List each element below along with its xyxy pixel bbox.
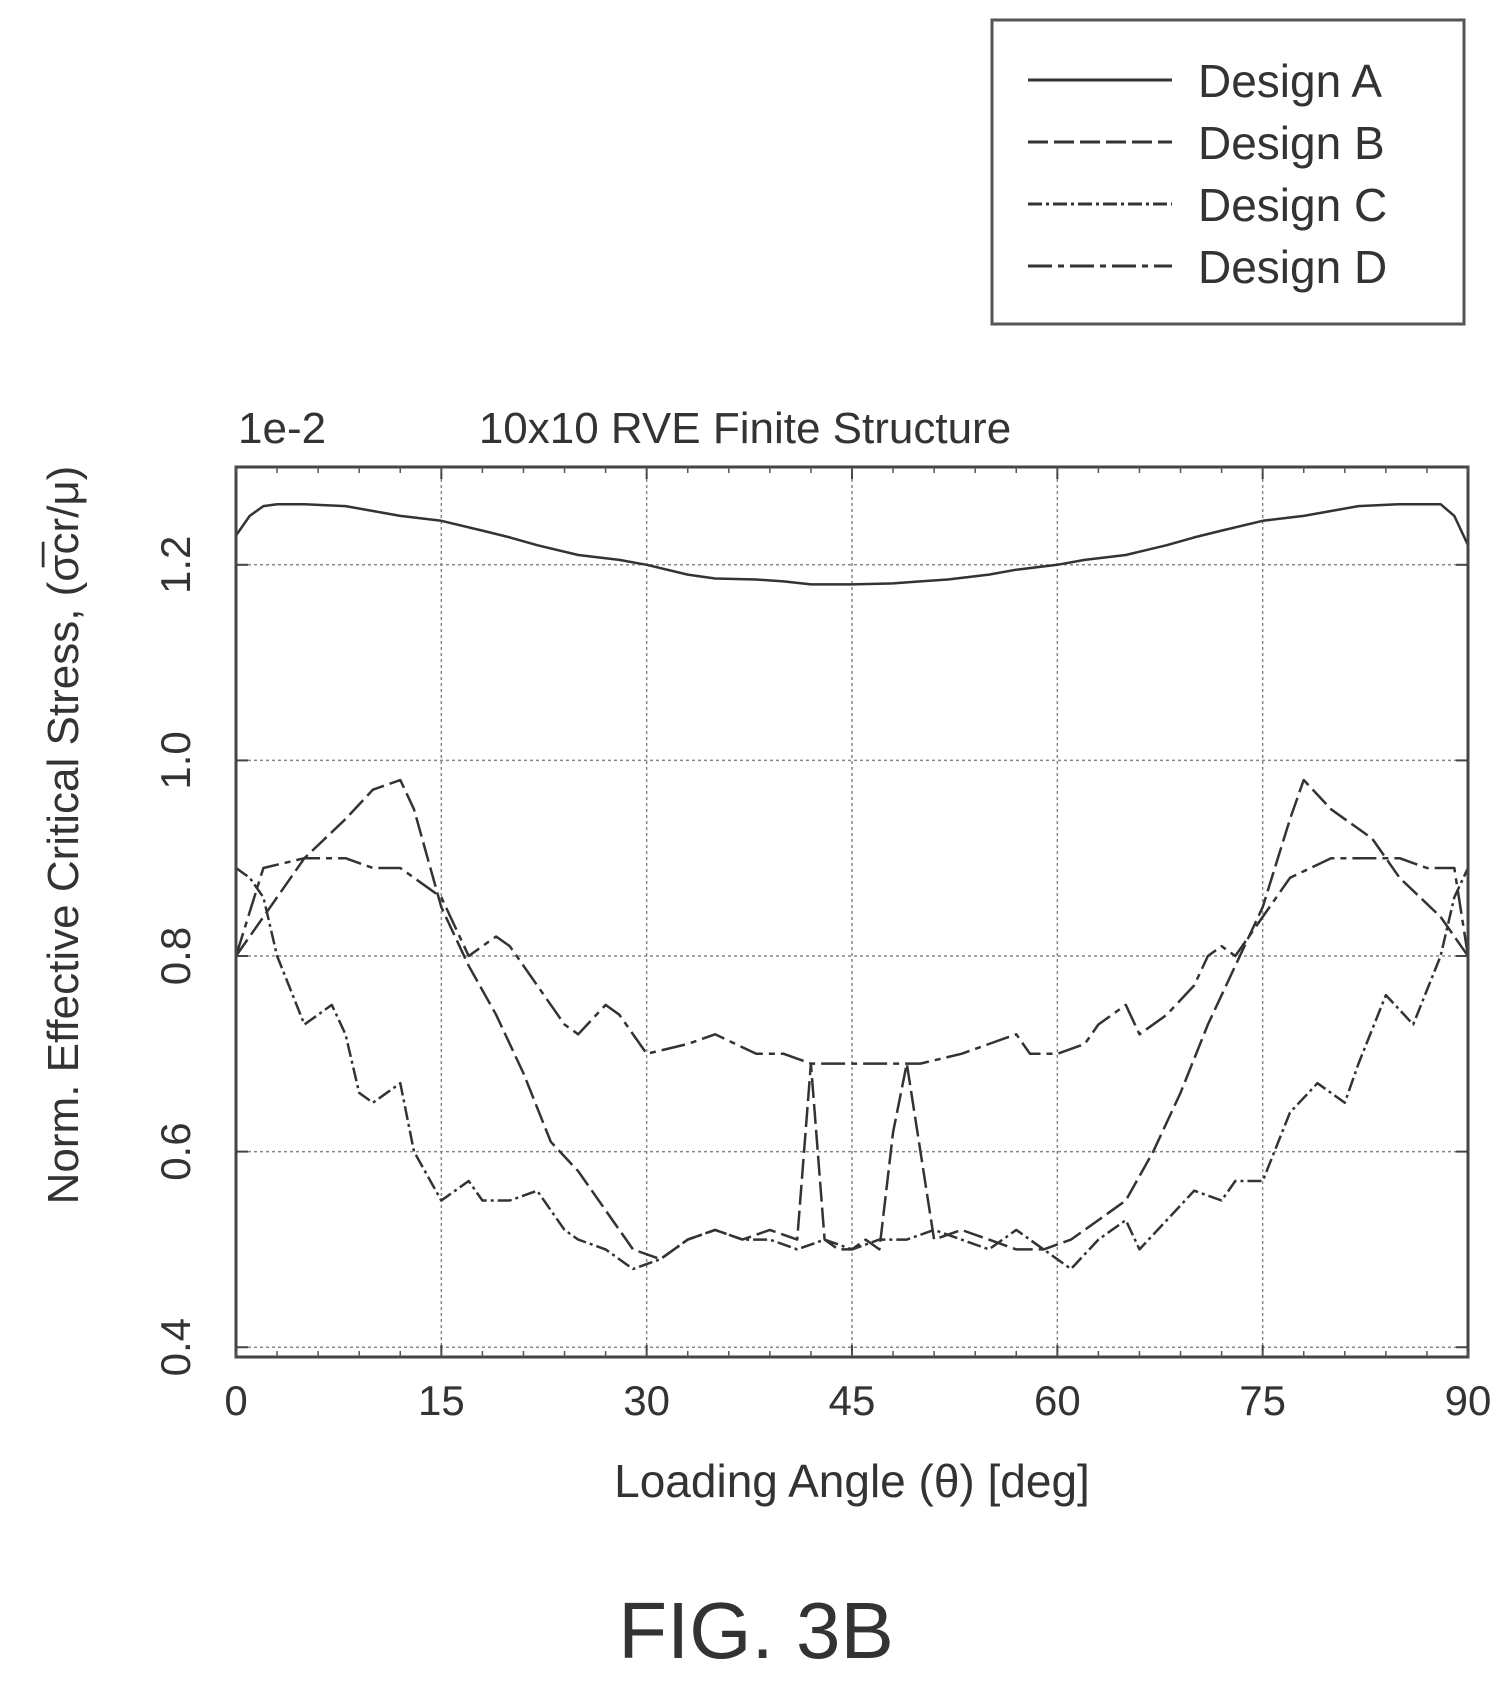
- x-tick-label: 0: [224, 1377, 247, 1424]
- legend-label: Design A: [1198, 55, 1382, 107]
- y-tick-label: 1.2: [152, 536, 199, 594]
- grid: [236, 467, 1468, 1357]
- legend-label: Design D: [1198, 241, 1387, 293]
- y-tick-label: 1.0: [152, 731, 199, 789]
- series-line-design-a: [234, 502, 1470, 586]
- chart-title: 10x10 RVE Finite Structure: [479, 404, 1011, 453]
- x-tick-label: 75: [1239, 1377, 1286, 1424]
- x-axis-label: Loading Angle (θ) [deg]: [614, 1455, 1090, 1507]
- series-line-design-d: [234, 856, 1470, 1065]
- y-tick-label: 0.6: [152, 1122, 199, 1180]
- legend: Design A Design B Design C Design D: [990, 18, 1466, 326]
- legend-label: Design B: [1198, 117, 1385, 169]
- legend-frame: [990, 18, 1466, 326]
- scale-label: 1e-2: [238, 404, 326, 453]
- y-tick-label: 0.8: [152, 927, 199, 985]
- y-axis-label: Norm. Effective Critical Stress, (σ̅cr/μ…: [39, 466, 88, 1205]
- x-tick-label: 30: [623, 1377, 670, 1424]
- series-layer: [234, 502, 1470, 1271]
- x-tick-label: 15: [418, 1377, 465, 1424]
- figure-label: FIG. 3B: [618, 1586, 894, 1675]
- legend-label: Design C: [1198, 179, 1387, 231]
- x-tick-label: 60: [1034, 1377, 1081, 1424]
- tick-layer: 0 15 30 45 60 75 90 0.4 0.6 0.8 1.0 1.2: [152, 467, 1491, 1424]
- x-tick-label: 90: [1445, 1377, 1492, 1424]
- x-tick-label: 45: [829, 1377, 876, 1424]
- y-tick-label: 0.4: [152, 1318, 199, 1376]
